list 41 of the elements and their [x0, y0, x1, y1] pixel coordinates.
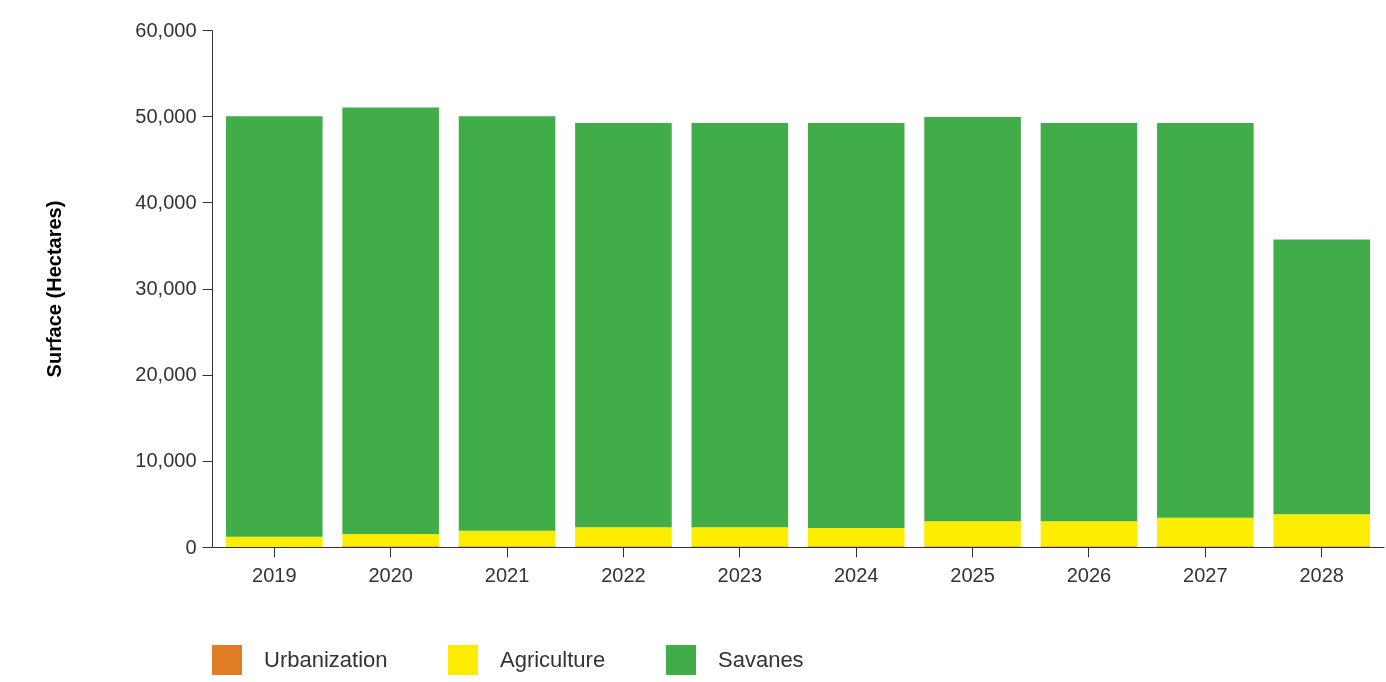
y-tick-label: 60,000 — [135, 18, 197, 41]
y-axis-title: Surface (Hectares) — [43, 200, 66, 378]
bar — [1157, 123, 1254, 518]
y-tick-label: 0 — [185, 535, 197, 558]
x-tick-label: 2028 — [1299, 563, 1344, 586]
y-tick-label: 10,000 — [135, 449, 197, 472]
bar — [225, 536, 323, 547]
bar — [807, 123, 905, 529]
bar — [1273, 514, 1371, 547]
bar — [342, 534, 439, 547]
bar — [1273, 239, 1371, 515]
legend-label: Savanes — [718, 647, 804, 672]
bar — [225, 116, 323, 537]
bar — [691, 123, 789, 528]
x-tick-label: 2026 — [1066, 563, 1112, 586]
bar — [458, 530, 556, 547]
x-tick-label: 2023 — [717, 563, 763, 586]
x-tick-label: 2020 — [368, 563, 413, 586]
legend-label: Urbanization — [264, 647, 388, 672]
x-tick-label: 2027 — [1183, 563, 1228, 586]
legend-label: Agriculture — [500, 647, 606, 672]
x-tick-label: 2021 — [484, 563, 530, 586]
x-tick-label: 2024 — [833, 563, 879, 586]
bar — [807, 528, 905, 547]
bar — [924, 521, 1021, 547]
bar — [691, 527, 789, 547]
y-tick-label: 30,000 — [135, 277, 197, 299]
bar — [342, 107, 439, 535]
bar — [575, 527, 672, 547]
bar — [458, 116, 556, 531]
bar — [1040, 521, 1138, 547]
bar — [924, 117, 1021, 522]
y-tick-label: 50,000 — [135, 104, 197, 127]
y-tick-label: 40,000 — [135, 190, 197, 213]
x-tick-label: 2025 — [950, 563, 995, 586]
x-tick-label: 2019 — [252, 563, 297, 586]
y-tick-label: 20,000 — [135, 363, 197, 386]
bar — [575, 123, 672, 528]
bar — [1157, 517, 1254, 547]
x-tick-label: 2022 — [601, 563, 646, 586]
bar — [1040, 123, 1138, 522]
